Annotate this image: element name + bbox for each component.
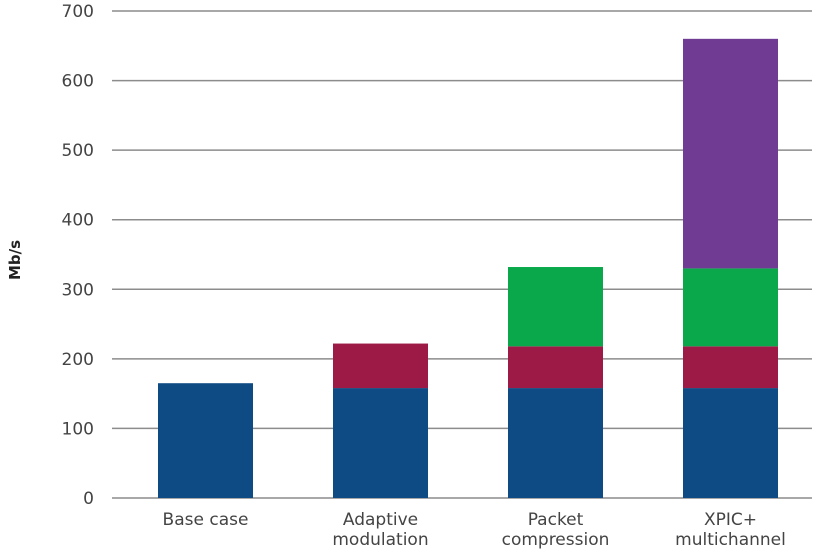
x-category-label: Packet compression bbox=[502, 510, 610, 550]
y-tick-label: 0 bbox=[83, 489, 94, 509]
bar-segment bbox=[683, 388, 778, 498]
x-axis-category-labels: Base case Adaptive modulation Packet compres… bbox=[163, 510, 786, 550]
x-category-label-line: compression bbox=[502, 530, 610, 550]
x-category-label: XPIC+ multichannel bbox=[675, 510, 786, 550]
y-tick-label: 500 bbox=[62, 141, 94, 161]
y-tick-label: 600 bbox=[62, 72, 94, 92]
bar-segment bbox=[683, 268, 778, 347]
bar-segment bbox=[508, 388, 603, 498]
bar-segment bbox=[333, 343, 428, 389]
bar-segment bbox=[508, 346, 603, 389]
bars bbox=[158, 38, 778, 498]
bar-segment bbox=[683, 38, 778, 269]
bar-segment bbox=[158, 383, 253, 498]
y-tick-label: 300 bbox=[62, 280, 94, 300]
y-tick-label: 400 bbox=[62, 211, 94, 231]
y-axis-tick-labels: 0 100 200 300 400 500 600 700 bbox=[62, 2, 94, 509]
x-category-label-line: XPIC+ bbox=[704, 510, 757, 530]
x-category-label: Base case bbox=[163, 510, 249, 530]
x-category-label-line: Adaptive bbox=[343, 510, 418, 530]
x-category-label: Adaptive modulation bbox=[332, 510, 428, 550]
y-tick-label: 100 bbox=[62, 419, 94, 439]
x-category-label-line: Packet bbox=[528, 510, 584, 530]
bar-segment bbox=[333, 388, 428, 498]
bar-segment bbox=[508, 267, 603, 347]
bar-segment bbox=[683, 346, 778, 389]
x-category-label-line: Base case bbox=[163, 510, 249, 530]
y-tick-label: 200 bbox=[62, 350, 94, 370]
x-category-label-line: modulation bbox=[332, 530, 428, 550]
y-tick-label: 700 bbox=[62, 2, 94, 22]
y-axis-title: Mb/s bbox=[6, 240, 24, 280]
x-category-label-line: multichannel bbox=[675, 530, 786, 550]
